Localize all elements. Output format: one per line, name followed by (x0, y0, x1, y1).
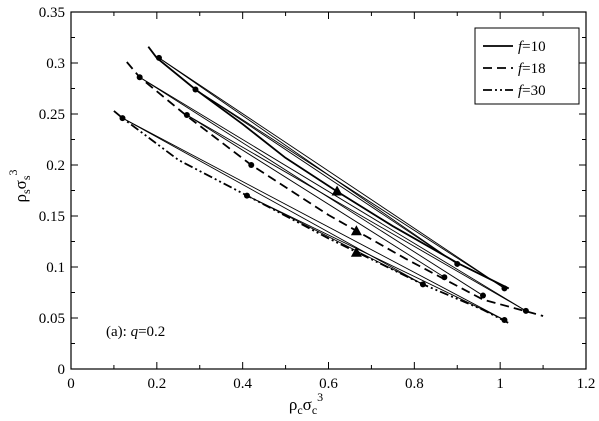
y-label-exponent: 3 (6, 170, 20, 176)
tie-line (122, 117, 424, 285)
x-tick-label: 1 (496, 376, 504, 392)
legend-variable: f (518, 83, 524, 99)
panel-annotation: (a): q=0.2 (106, 324, 165, 340)
coexistence-point (454, 260, 461, 267)
tie-line (122, 117, 505, 321)
y-tick-label: 0.25 (39, 107, 65, 123)
x-label-sigma: σ (303, 395, 312, 414)
series-curves (113, 46, 544, 324)
y-tick-label: 0.3 (46, 56, 65, 72)
x-tick-label: 0 (67, 376, 75, 392)
legend-variable: f (518, 39, 524, 55)
coexistence-points (119, 54, 529, 324)
critical-point (350, 225, 362, 236)
tie-line (158, 57, 505, 289)
y-tick-label: 0.15 (39, 209, 65, 225)
tie-line (195, 89, 458, 265)
coexistence-point (419, 281, 426, 288)
x-label-sub2: c (312, 403, 317, 417)
coexistence-point (248, 162, 255, 168)
coexistence-point (480, 292, 486, 299)
y-label-sigma: σ (11, 180, 30, 189)
x-label-sub1: c (297, 403, 302, 417)
coexistence-point (441, 274, 448, 281)
y-tick-label: 0.2 (46, 158, 65, 174)
legend-label-2: f=18 (518, 61, 546, 77)
x-tick-label: 0.2 (147, 376, 166, 392)
tie-lines (122, 57, 527, 321)
y-tick-label: 0 (58, 362, 66, 378)
series-line-3 (113, 110, 510, 324)
tie-line (246, 195, 505, 321)
annotation-prefix: (a): (106, 324, 131, 340)
legend-label-1: f=10 (518, 39, 546, 55)
y-label-rho: ρ (11, 194, 30, 202)
coexistence-point (522, 307, 529, 314)
legend-box (474, 27, 580, 105)
x-label-exponent: 3 (317, 390, 323, 404)
coexistence-point (155, 54, 162, 61)
y-axis-label: ρsσs3 (6, 170, 33, 203)
tie-line (195, 89, 505, 289)
annotation-variable: q (131, 324, 139, 340)
legend-value: =30 (522, 83, 545, 99)
coexistence-point (136, 74, 143, 81)
coexistence-point (243, 192, 250, 199)
tie-line (186, 114, 527, 312)
x-tick-label: 1.2 (577, 376, 596, 392)
series-line-1 (147, 46, 510, 290)
legend-variable: f (518, 61, 524, 77)
legend-value: =10 (522, 39, 545, 55)
coexistence-point (119, 115, 126, 122)
axis-ticks: 0 0.2 0.4 0.6 0.8 1 1.2 0 0.05 0.1 0.15 0.2 0.25 0.3 0… (39, 5, 596, 392)
critical-point (350, 246, 362, 257)
x-tick-label: 0.4 (233, 376, 252, 392)
legend-value: =18 (522, 61, 545, 77)
y-tick-label: 0.1 (46, 260, 65, 276)
y-tick-label: 0.35 (39, 5, 65, 21)
coexistence-point (192, 86, 199, 93)
x-tick-label: 0.8 (405, 376, 424, 392)
series-line-2 (126, 61, 544, 317)
coexistence-point (501, 285, 508, 292)
tie-line (158, 57, 458, 265)
legend: f=10f=18f=30 (474, 27, 580, 105)
y-label-sub1: s (19, 189, 33, 194)
x-axis-label: ρcσc3 (289, 390, 323, 417)
x-label-rho: ρ (289, 395, 297, 414)
coexistence-point (501, 317, 508, 324)
tie-line (246, 195, 424, 285)
tie-line (186, 114, 445, 278)
x-tick-label: 0.6 (319, 376, 338, 392)
annotation-value: =0.2 (138, 324, 165, 340)
coexistence-point (183, 112, 190, 119)
critical-points (331, 185, 362, 257)
y-label-sub2: s (19, 175, 33, 180)
legend-label-3: f=30 (518, 83, 546, 99)
y-tick-label: 0.05 (39, 311, 65, 327)
critical-point (331, 185, 343, 196)
